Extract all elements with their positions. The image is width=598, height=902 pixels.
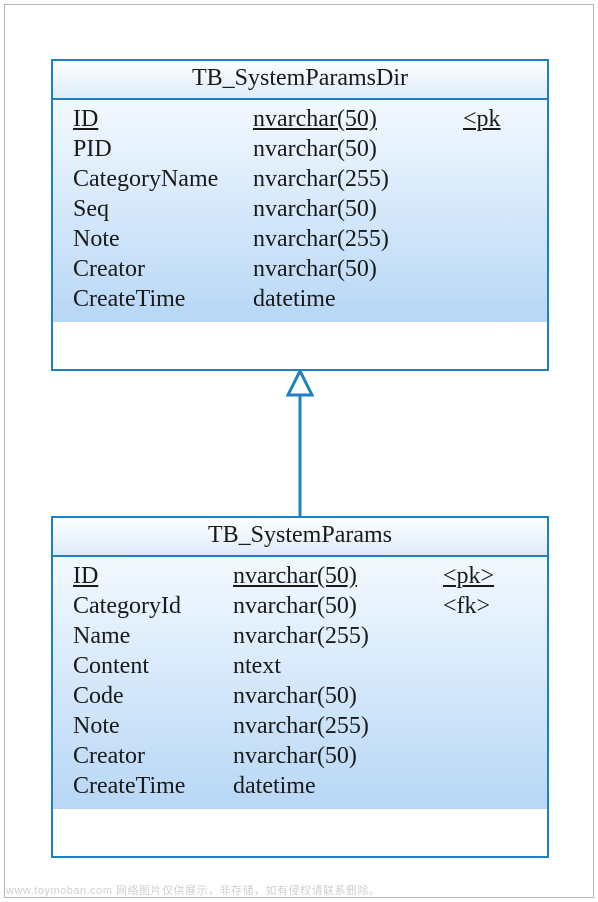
column-type: nvarchar(50) — [253, 134, 463, 164]
column-name: PID — [73, 134, 253, 164]
column-type: nvarchar(50) — [233, 681, 443, 711]
column-name: CategoryId — [73, 591, 233, 621]
column-row: Notenvarchar(255) — [73, 224, 535, 254]
column-name: ID — [73, 561, 233, 591]
column-type: datetime — [233, 771, 443, 801]
column-type: datetime — [253, 284, 463, 314]
column-name: Creator — [73, 741, 233, 771]
column-key — [443, 621, 513, 651]
frame: TB_SystemParamsDirIDnvarchar(50)<pkPIDnv… — [4, 4, 594, 898]
column-type: nvarchar(255) — [253, 224, 463, 254]
column-row: CategoryNamenvarchar(255) — [73, 164, 535, 194]
column-name: Note — [73, 711, 233, 741]
column-key — [463, 284, 523, 314]
column-type: nvarchar(50) — [253, 194, 463, 224]
column-name: Code — [73, 681, 233, 711]
column-row: CreateTimedatetime — [73, 284, 535, 314]
column-name: Note — [73, 224, 253, 254]
column-key: <fk> — [443, 591, 513, 621]
column-type: nvarchar(50) — [253, 254, 463, 284]
column-key: <pk> — [443, 561, 513, 591]
column-row: Namenvarchar(255) — [73, 621, 535, 651]
column-key — [463, 194, 523, 224]
column-key — [463, 224, 523, 254]
column-name: CategoryName — [73, 164, 253, 194]
arrowhead-icon — [288, 371, 312, 395]
column-name: ID — [73, 104, 253, 134]
entity-params: TB_SystemParamsIDnvarchar(50)<pk>Categor… — [51, 516, 549, 858]
column-key — [443, 681, 513, 711]
column-type: nvarchar(255) — [233, 621, 443, 651]
entity-title: TB_SystemParams — [53, 518, 547, 557]
entity-title: TB_SystemParamsDir — [53, 61, 547, 100]
column-row: Creatornvarchar(50) — [73, 741, 535, 771]
column-row: CategoryIdnvarchar(50)<fk> — [73, 591, 535, 621]
column-key — [443, 741, 513, 771]
entity-columns: IDnvarchar(50)<pk>CategoryIdnvarchar(50)… — [53, 557, 547, 809]
column-key — [463, 164, 523, 194]
column-type: nvarchar(50) — [233, 741, 443, 771]
column-name: Seq — [73, 194, 253, 224]
watermark: www.toymoban.com 网络图片仅供展示，非存储，如有侵权请联系删除。 — [6, 882, 380, 898]
column-key — [463, 134, 523, 164]
er-diagram: TB_SystemParamsDirIDnvarchar(50)<pkPIDnv… — [21, 21, 577, 881]
column-row: Contentntext — [73, 651, 535, 681]
column-key — [443, 711, 513, 741]
column-row: IDnvarchar(50)<pk — [73, 104, 535, 134]
column-row: CreateTimedatetime — [73, 771, 535, 801]
column-row: Codenvarchar(50) — [73, 681, 535, 711]
column-name: Name — [73, 621, 233, 651]
relationship-arrow — [280, 371, 320, 516]
entity-dir: TB_SystemParamsDirIDnvarchar(50)<pkPIDnv… — [51, 59, 549, 371]
column-type: nvarchar(50) — [253, 104, 463, 134]
column-type: ntext — [233, 651, 443, 681]
column-key: <pk — [463, 104, 523, 134]
column-type: nvarchar(50) — [233, 591, 443, 621]
entity-columns: IDnvarchar(50)<pkPIDnvarchar(50)Category… — [53, 100, 547, 322]
column-row: Seqnvarchar(50) — [73, 194, 535, 224]
column-row: Notenvarchar(255) — [73, 711, 535, 741]
column-type: nvarchar(255) — [253, 164, 463, 194]
column-key — [463, 254, 523, 284]
column-type: nvarchar(255) — [233, 711, 443, 741]
column-key — [443, 771, 513, 801]
column-row: IDnvarchar(50)<pk> — [73, 561, 535, 591]
column-name: CreateTime — [73, 284, 253, 314]
column-name: Creator — [73, 254, 253, 284]
column-key — [443, 651, 513, 681]
column-name: CreateTime — [73, 771, 233, 801]
column-name: Content — [73, 651, 233, 681]
column-row: Creatornvarchar(50) — [73, 254, 535, 284]
column-type: nvarchar(50) — [233, 561, 443, 591]
column-row: PIDnvarchar(50) — [73, 134, 535, 164]
